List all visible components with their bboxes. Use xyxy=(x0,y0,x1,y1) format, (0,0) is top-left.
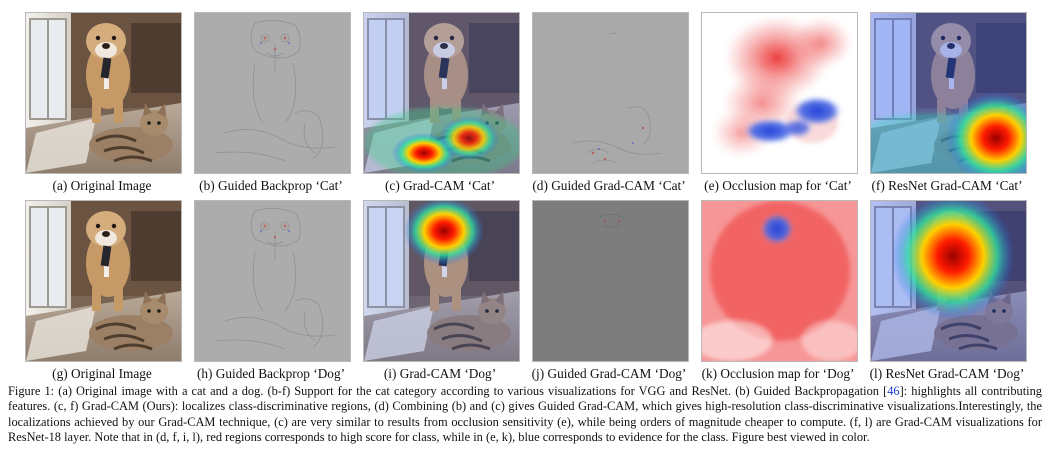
panel-image xyxy=(363,200,520,362)
panel-image xyxy=(532,12,689,174)
figure-panel: (c) Grad-CAM ‘Cat’ xyxy=(355,12,525,197)
figure-panel: (b) Guided Backprop ‘Cat’ xyxy=(186,12,356,197)
figure-panel: (g) Original Image xyxy=(17,200,187,385)
panel-caption: (b) Guided Backprop ‘Cat’ xyxy=(199,178,343,193)
panel-image xyxy=(194,200,351,362)
figure-panel: (f) ResNet Grad-CAM ‘Cat’ xyxy=(862,12,1032,197)
panel-caption: (f) ResNet Grad-CAM ‘Cat’ xyxy=(871,178,1023,193)
panel-caption: (d) Guided Grad-CAM ‘Cat’ xyxy=(532,178,686,193)
caption-text-part1: Figure 1: (a) Original image with a cat … xyxy=(8,384,888,398)
panel-image xyxy=(870,200,1027,362)
panel-caption: (h) Guided Backprop ‘Dog’ xyxy=(196,366,346,381)
figure-panel: (j) Guided Grad-CAM ‘Dog’ xyxy=(524,200,694,385)
panel-caption: (g) Original Image xyxy=(52,366,152,381)
figure-grid: (a) Original Image (b) Guided Backprop ‘… xyxy=(17,12,1032,385)
panel-caption: (e) Occlusion map for ‘Cat’ xyxy=(704,178,852,193)
figure-panel: (l) ResNet Grad-CAM ‘Dog’ xyxy=(862,200,1032,385)
figure-caption: Figure 1: (a) Original image with a cat … xyxy=(8,384,1042,446)
panel-caption: (i) Grad-CAM ‘Dog’ xyxy=(383,366,497,381)
panel-caption: (l) ResNet Grad-CAM ‘Dog’ xyxy=(869,366,1025,381)
panel-caption: (j) Guided Grad-CAM ‘Dog’ xyxy=(531,366,687,381)
figure-panel: (k) Occlusion map for ‘Dog’ xyxy=(693,200,863,385)
figure-panel: (i) Grad-CAM ‘Dog’ xyxy=(355,200,525,385)
figure-panel: (a) Original Image xyxy=(17,12,187,197)
panel-image xyxy=(532,200,689,362)
panel-caption: (c) Grad-CAM ‘Cat’ xyxy=(384,178,496,193)
figure-panel: (e) Occlusion map for ‘Cat’ xyxy=(693,12,863,197)
figure-panel: (h) Guided Backprop ‘Dog’ xyxy=(186,200,356,385)
panel-image xyxy=(194,12,351,174)
citation-link[interactable]: 46 xyxy=(887,384,900,398)
panel-image xyxy=(701,200,858,362)
panel-image xyxy=(25,200,182,362)
panel-image xyxy=(25,12,182,174)
caption-text-part2: ]: highlights all contributing features.… xyxy=(8,384,1042,445)
panel-image xyxy=(363,12,520,174)
panel-image xyxy=(870,12,1027,174)
figure-panel: (d) Guided Grad-CAM ‘Cat’ xyxy=(524,12,694,197)
panel-image xyxy=(701,12,858,174)
panel-caption: (k) Occlusion map for ‘Dog’ xyxy=(701,366,855,381)
panel-caption: (a) Original Image xyxy=(52,178,152,193)
